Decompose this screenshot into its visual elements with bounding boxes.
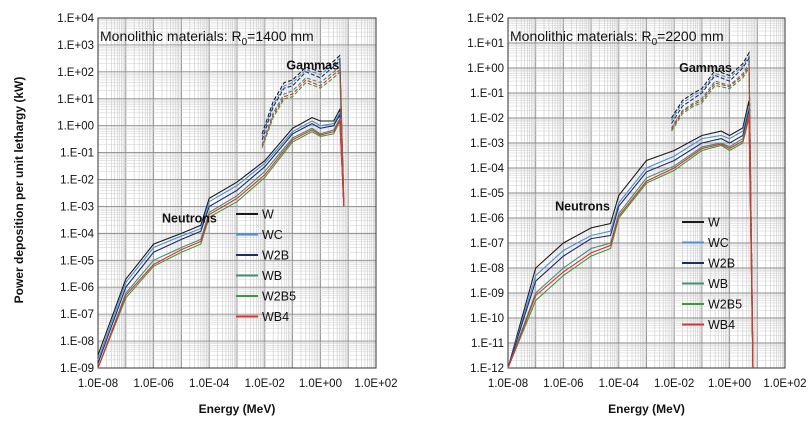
legend-label-w: W <box>708 216 720 230</box>
annotation-neutrons: Neutrons <box>555 200 610 214</box>
y-tick-label: 1.E+02 <box>57 67 94 79</box>
series-line-w-gamma <box>261 54 345 207</box>
y-tick-label: 1.E-08 <box>60 336 94 348</box>
legend-label-wb4: WB4 <box>708 318 735 332</box>
x-tick-label: 1.0E-04 <box>599 378 640 390</box>
y-tick-label: 1.E-01 <box>60 148 94 160</box>
x-tick-label: 1.0E-02 <box>245 378 285 390</box>
y-tick-label: 1.E-04 <box>470 163 504 175</box>
y-tick-label: 1.E-02 <box>60 175 94 187</box>
x-tick-label: 1.0E+00 <box>708 378 751 390</box>
y-tick-label: 1.E-06 <box>470 213 504 225</box>
legend: W WC W2B WB W2B5 WB4 <box>236 208 296 324</box>
y-tick-label: 1.E-07 <box>60 309 94 321</box>
y-tick-label: 1.E-05 <box>470 188 504 200</box>
series-line-w-neutron <box>97 107 345 356</box>
annotation-neutrons: Neutrons <box>162 212 217 226</box>
chart-title: Monolithic materials: R0=2200 mm <box>510 28 724 48</box>
y-tick-label: 1.E+02 <box>467 13 504 25</box>
legend-label-w2b5: W2B5 <box>708 298 742 312</box>
x-tick-label: 1.0E+02 <box>763 378 806 390</box>
legend: W WC W2B WB W2B5 WB4 <box>682 216 742 332</box>
chart-left: 1.E-09 1.E-08 1.E-07 1.E-06 1.E-05 1.E-04 1.E-… <box>57 13 397 416</box>
series-line-wc-neutron <box>97 110 345 361</box>
x-tick-label: 1.0E+00 <box>299 378 342 390</box>
y-tick-label: 1.E-02 <box>470 113 504 125</box>
series-line-w2b5-gamma <box>261 70 345 207</box>
series-line-w2b-gamma <box>671 56 754 369</box>
series-line-wb-neutron <box>507 113 754 369</box>
y-tick-label: 1.E-06 <box>60 282 94 294</box>
series-line-wb4-gamma <box>261 68 345 207</box>
y-tick-label: 1.E+00 <box>57 121 94 133</box>
y-tick-label: 1.E+00 <box>467 63 504 75</box>
x-tick-label: 1.0E-06 <box>543 378 583 390</box>
legend-label-w2b5: W2B5 <box>262 290 296 304</box>
x-tick-label: 1.0E+02 <box>354 378 397 390</box>
series-line-w2b5-neutron <box>97 120 345 369</box>
y-tick-label: 1.E+01 <box>57 94 94 106</box>
series-line-wb-gamma <box>671 61 754 369</box>
x-axis-label: Energy (MeV) <box>608 402 685 416</box>
y-tick-label: 1.E-11 <box>471 338 504 350</box>
y-tick-label: 1.E-08 <box>470 263 504 275</box>
series-line-w2b-gamma <box>261 59 345 207</box>
chart-title-text: Monolithic materials: R0=2200 mm <box>510 28 724 48</box>
series-line-w2b-neutron <box>97 113 345 364</box>
x-axis-label: Energy (MeV) <box>199 402 276 416</box>
y-tick-label: 1.E-04 <box>60 228 94 240</box>
series-line-w2b-neutron <box>507 110 754 369</box>
x-tick-label: 1.0E-08 <box>488 378 528 390</box>
legend-label-wb: WB <box>262 269 282 283</box>
x-tick-label: 1.0E-06 <box>133 378 173 390</box>
legend-label-wc: WC <box>262 228 283 242</box>
y-axis-label: Power deposition per unit lethargy (kW) <box>12 77 26 304</box>
x-tick-label: 1.0E-08 <box>78 378 118 390</box>
series-line-wb4-gamma <box>671 64 754 369</box>
y-tick-label: 1.E-03 <box>470 138 504 150</box>
series-line-wb-neutron <box>97 116 345 369</box>
series-line-wc-neutron <box>507 105 754 369</box>
y-tick-label: 1.E-12 <box>470 363 504 375</box>
legend-label-w2b: W2B <box>262 249 289 263</box>
legend-label-wb4: WB4 <box>262 310 289 324</box>
x-tick-label: 1.0E-02 <box>654 378 694 390</box>
legend-label-w: W <box>262 208 274 222</box>
series-line-w-gamma <box>671 50 754 369</box>
y-tick-label: 1.E-07 <box>470 238 504 250</box>
y-tick-label: 1.E-09 <box>470 288 504 300</box>
series-line-wc-gamma <box>261 56 345 207</box>
series-line-wb4-neutron <box>97 118 345 369</box>
series-line-wb-gamma <box>261 66 345 207</box>
grid <box>507 18 785 369</box>
chart-right: 1.E-12 1.E-11 1.E-10 1.E-09 1.E-08 1.E-07 1.E-… <box>467 13 806 416</box>
annotation-gammas: Gammas <box>679 61 732 75</box>
y-tick-label: 1.E-05 <box>60 255 94 267</box>
series-line-w2b5-neutron <box>507 117 754 369</box>
series-line-w2b5-gamma <box>671 66 754 369</box>
annotation-gammas: Gammas <box>286 59 339 73</box>
series-line-wb4-neutron <box>507 115 754 369</box>
y-tick-label: 1.E-03 <box>60 202 94 214</box>
plot-frame <box>97 17 377 369</box>
series-line-wc-gamma <box>671 54 754 369</box>
y-tick-label: 1.E-10 <box>470 313 504 325</box>
y-tick-label: 1.E+01 <box>467 38 504 50</box>
legend-label-wb: WB <box>708 277 728 291</box>
y-tick-label: 1.E+04 <box>57 13 94 25</box>
series-line-w-neutron <box>507 100 754 369</box>
plot-frame <box>507 17 786 369</box>
legend-label-wc: WC <box>708 236 729 250</box>
y-tick-label: 1.E+03 <box>57 40 94 52</box>
y-tick-label: 1.E-01 <box>470 88 504 100</box>
y-tick-label: 1.E-09 <box>60 363 94 375</box>
chart-title-text: Monolithic materials: R0=1400 mm <box>100 28 314 48</box>
x-tick-label: 1.0E-04 <box>189 378 230 390</box>
chart-title: Monolithic materials: R0=1400 mm <box>100 28 314 48</box>
legend-label-w2b: W2B <box>708 257 735 271</box>
